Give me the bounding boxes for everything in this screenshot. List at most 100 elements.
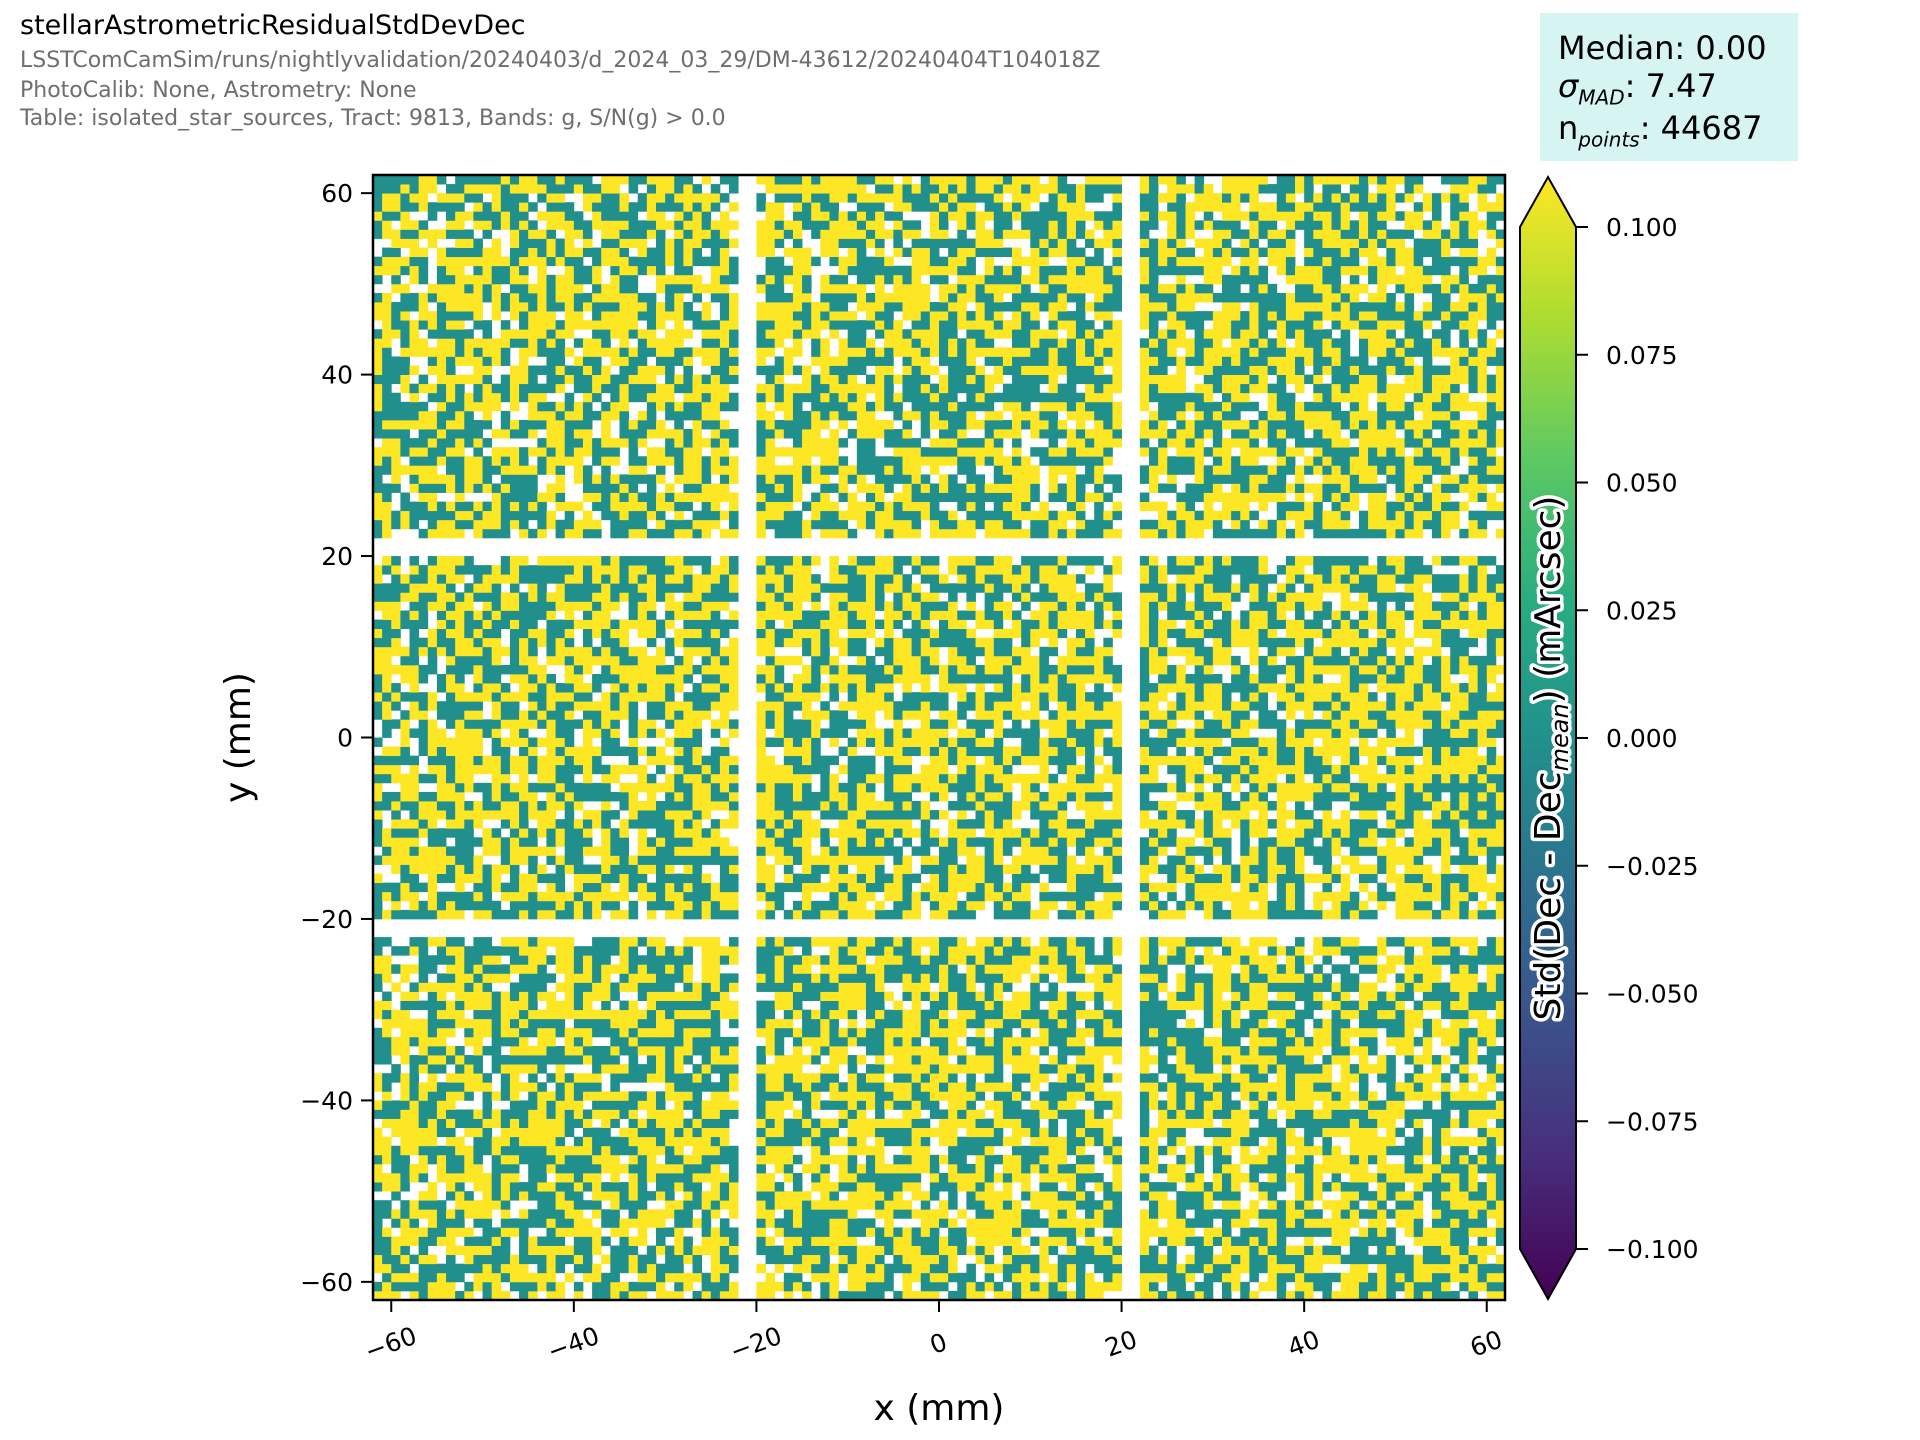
heatmap-cell bbox=[893, 1191, 903, 1201]
heatmap-cell bbox=[1313, 1064, 1323, 1074]
heatmap-cell bbox=[1431, 1191, 1442, 1201]
heatmap-cell bbox=[948, 1018, 958, 1029]
heatmap-cell bbox=[409, 1073, 420, 1083]
heatmap-cell bbox=[683, 773, 693, 784]
heatmap-cell bbox=[1048, 964, 1059, 974]
heatmap-cell bbox=[1039, 1236, 1049, 1246]
heatmap-cell bbox=[847, 1027, 858, 1038]
heatmap-cell bbox=[1358, 1000, 1369, 1011]
heatmap-cell bbox=[783, 1009, 794, 1020]
heatmap-cell bbox=[391, 828, 401, 838]
heatmap-cell bbox=[1194, 1254, 1205, 1265]
heatmap-cell bbox=[719, 1281, 730, 1292]
heatmap-cell bbox=[546, 991, 556, 1001]
heatmap-cell bbox=[1313, 1027, 1323, 1038]
heatmap-cell bbox=[500, 946, 511, 956]
heatmap-cell bbox=[939, 1027, 949, 1038]
heatmap-cell bbox=[1486, 991, 1497, 1001]
heatmap-cell bbox=[528, 955, 538, 965]
heatmap-cell bbox=[637, 773, 648, 784]
heatmap-cell bbox=[875, 1118, 885, 1129]
heatmap-cell bbox=[409, 837, 420, 847]
heatmap-cell bbox=[719, 1064, 730, 1074]
heatmap-cell bbox=[719, 1136, 730, 1147]
heatmap-cell bbox=[373, 1263, 383, 1274]
heatmap-cell bbox=[838, 1100, 849, 1110]
heatmap-cell bbox=[984, 1172, 995, 1183]
heatmap-cell bbox=[719, 1172, 730, 1183]
heatmap-cell bbox=[1249, 1227, 1259, 1237]
heatmap-cell bbox=[1377, 1182, 1387, 1192]
heatmap-cell bbox=[656, 1218, 666, 1228]
heatmap-cell bbox=[948, 1200, 958, 1210]
heatmap-cell bbox=[436, 810, 447, 820]
heatmap-cell bbox=[847, 991, 858, 1001]
heatmap-cell bbox=[464, 746, 474, 757]
heatmap-cell bbox=[582, 1082, 593, 1092]
heatmap-cell bbox=[1349, 982, 1360, 992]
heatmap-cell bbox=[455, 1091, 465, 1101]
heatmap-cell bbox=[1021, 1027, 1031, 1038]
heatmap-cell bbox=[911, 1227, 922, 1237]
heatmap-cell bbox=[1295, 982, 1305, 992]
heatmap-cell bbox=[1276, 1154, 1287, 1165]
heatmap-cell bbox=[601, 1109, 611, 1119]
heatmap-cell bbox=[1349, 1109, 1360, 1119]
heatmap-cell bbox=[482, 728, 493, 738]
heatmap-cell bbox=[610, 692, 620, 702]
heatmap-cell bbox=[528, 673, 538, 684]
heatmap-cell bbox=[546, 801, 556, 811]
heatmap-cell bbox=[948, 1045, 958, 1056]
heatmap-cell bbox=[683, 728, 693, 738]
heatmap-cell bbox=[546, 1254, 556, 1265]
heatmap-cell bbox=[1304, 1036, 1314, 1047]
heatmap-cell bbox=[875, 1145, 885, 1156]
heatmap-cell bbox=[400, 1100, 410, 1110]
heatmap-cell bbox=[628, 801, 639, 811]
heatmap-cell bbox=[1340, 1027, 1351, 1038]
heatmap-cell bbox=[929, 1172, 940, 1183]
heatmap-cell bbox=[1176, 1127, 1186, 1138]
heatmap-cell bbox=[847, 1127, 858, 1138]
heatmap-cell bbox=[1066, 1064, 1077, 1074]
heatmap-cell bbox=[482, 1218, 493, 1228]
heatmap-cell bbox=[382, 973, 392, 983]
heatmap-cell bbox=[1349, 937, 1360, 947]
heatmap-cell bbox=[436, 1227, 447, 1237]
heatmap-cell bbox=[464, 1000, 474, 1011]
heatmap-cell bbox=[939, 1182, 949, 1192]
heatmap-cell bbox=[582, 1045, 593, 1056]
heatmap-cell bbox=[1139, 1036, 1150, 1047]
heatmap-cell bbox=[1267, 1145, 1278, 1156]
heatmap-cell bbox=[418, 773, 429, 784]
heatmap-cell bbox=[646, 1163, 657, 1174]
heatmap-cell bbox=[601, 801, 611, 811]
heatmap-cell bbox=[391, 773, 401, 784]
heatmap-cell bbox=[902, 1027, 913, 1038]
heatmap-cell bbox=[482, 1281, 493, 1292]
heatmap-cell bbox=[774, 1036, 785, 1047]
heatmap-cell bbox=[482, 782, 493, 793]
heatmap-cell bbox=[455, 728, 465, 738]
heatmap-cell bbox=[948, 1082, 958, 1092]
heatmap-cell bbox=[1240, 1145, 1250, 1156]
heatmap-cell bbox=[701, 701, 712, 711]
heatmap-cell bbox=[528, 864, 538, 874]
heatmap-cell bbox=[546, 1073, 556, 1083]
heatmap-cell bbox=[637, 964, 648, 974]
heatmap-cell bbox=[701, 1082, 712, 1092]
heatmap-cell bbox=[756, 1009, 766, 1020]
heatmap-cell bbox=[1431, 1127, 1442, 1138]
heatmap-cell bbox=[382, 955, 392, 965]
heatmap-cell bbox=[391, 946, 401, 956]
heatmap-cell bbox=[519, 846, 529, 856]
heatmap-cell bbox=[929, 1163, 940, 1174]
heatmap-cell bbox=[1066, 1127, 1077, 1138]
heatmap-cell bbox=[920, 973, 931, 983]
heatmap-cell bbox=[1103, 1209, 1113, 1219]
heatmap-cell bbox=[1057, 1009, 1068, 1020]
heatmap-cell bbox=[646, 991, 657, 1001]
heatmap-cell bbox=[528, 1209, 538, 1219]
heatmap-cell bbox=[856, 1109, 867, 1119]
heatmap-cell bbox=[1048, 982, 1059, 992]
